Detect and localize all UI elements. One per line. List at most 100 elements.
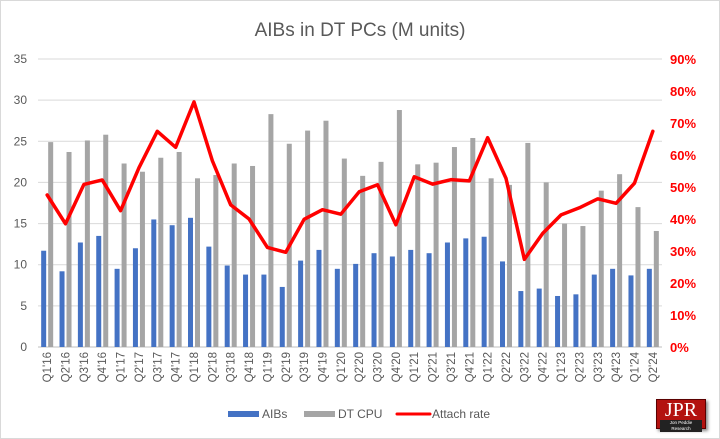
left-tick-label: 10 — [14, 258, 28, 272]
x-axis: Q1'16 Q2'16 Q3'16 Q4'16 Q1'17 Q2'17 Q3'17 Q4'17… — [42, 351, 660, 382]
x-tick-label: Q3'19 — [299, 352, 311, 382]
x-tick-label: Q4'18 — [244, 352, 256, 382]
bar-aibs — [298, 260, 304, 347]
right-tick-label: 80% — [670, 84, 696, 99]
x-tick-label: Q1'16 — [42, 352, 54, 382]
bar-dt-cpu — [231, 163, 237, 347]
bar-aibs — [243, 274, 249, 347]
x-tick-label: Q1'20 — [336, 352, 348, 382]
x-tick-label: Q3'21 — [446, 352, 458, 382]
attach-rate-polyline — [45, 100, 655, 262]
x-tick-label: Q2'22 — [501, 352, 513, 382]
bar-dt-cpu — [635, 207, 641, 347]
logo-text: JPR — [664, 399, 698, 421]
bar-aibs — [646, 268, 652, 347]
right-tick-label: 40% — [670, 212, 696, 227]
bar-dt-cpu — [139, 171, 145, 347]
right-axis: 0% 10% 20% 30% 40% 50% 60% 70% 80% 90% — [670, 52, 696, 355]
x-tick-label: Q1'17 — [116, 352, 128, 382]
bar-aibs — [628, 275, 634, 347]
bar-aibs — [371, 253, 377, 347]
left-tick-label: 20 — [14, 175, 28, 189]
bar-aibs — [59, 271, 65, 347]
bar-dt-cpu — [543, 182, 549, 347]
bar-dt-cpu — [488, 178, 494, 347]
bar-dt-cpu — [360, 175, 366, 347]
bar-aibs — [444, 242, 450, 347]
chart-title: AIBs in DT PCs (M units) — [255, 20, 466, 41]
x-tick-label: Q4'22 — [538, 352, 550, 382]
legend-swatch-dt-cpu — [304, 411, 335, 417]
bars — [41, 110, 659, 347]
bar-dt-cpu — [48, 142, 54, 347]
legend: AIBs DT CPU Attach rate — [228, 407, 490, 421]
bar-dt-cpu — [176, 151, 182, 347]
bar-aibs — [610, 268, 616, 347]
bar-aibs — [77, 242, 83, 347]
bar-dt-cpu — [250, 165, 256, 347]
bar-aibs — [206, 246, 212, 347]
right-tick-label: 10% — [670, 308, 696, 323]
x-tick-label: Q2'19 — [281, 352, 293, 382]
bar-aibs — [114, 268, 120, 347]
jpr-logo: JPR Jon Peddie Research — [656, 399, 706, 432]
bar-dt-cpu — [470, 137, 476, 347]
bar-dt-cpu — [507, 184, 512, 347]
bar-dt-cpu — [580, 226, 586, 347]
legend-label-attach-rate: Attach rate — [432, 407, 490, 421]
x-tick-label: Q4'16 — [97, 352, 109, 382]
right-tick-label: 90% — [670, 52, 696, 67]
bar-aibs — [536, 288, 542, 347]
bar-aibs — [151, 219, 157, 347]
bar-aibs — [96, 235, 102, 347]
bar-dt-cpu — [525, 142, 531, 347]
x-tick-label: Q4'23 — [611, 352, 623, 382]
bar-aibs — [353, 263, 359, 347]
right-tick-label: 20% — [670, 276, 696, 291]
bar-dt-cpu — [341, 158, 347, 347]
bar-dt-cpu — [84, 140, 90, 347]
bar-dt-cpu — [378, 161, 384, 347]
bar-dt-cpu — [598, 190, 604, 347]
x-tick-label: Q3'16 — [79, 352, 91, 382]
bar-dt-cpu — [562, 223, 568, 347]
x-tick-label: Q2'23 — [574, 352, 586, 382]
left-tick-label: 5 — [20, 299, 27, 313]
bar-aibs — [591, 274, 597, 347]
right-tick-label: 60% — [670, 148, 696, 163]
x-tick-label: Q3'22 — [519, 352, 531, 382]
bar-dt-cpu — [268, 114, 274, 347]
bar-aibs — [316, 249, 322, 347]
bar-dt-cpu — [451, 147, 457, 347]
x-tick-label: Q1'21 — [409, 352, 421, 382]
x-tick-label: Q1'22 — [483, 352, 495, 382]
left-tick-label: 0 — [20, 340, 27, 354]
right-tick-label: 0% — [670, 340, 689, 355]
bar-aibs — [408, 249, 414, 347]
x-tick-label: Q1'18 — [189, 352, 201, 382]
bar-aibs — [463, 238, 469, 347]
bar-aibs — [334, 268, 340, 347]
bar-dt-cpu — [433, 162, 439, 347]
bar-dt-cpu — [653, 230, 659, 347]
left-tick-label: 35 — [14, 52, 28, 66]
bar-dt-cpu — [213, 175, 219, 347]
bar-dt-cpu — [396, 110, 402, 347]
bar-aibs — [481, 236, 487, 347]
x-tick-label: Q2'16 — [61, 352, 73, 382]
bar-dt-cpu — [617, 174, 623, 347]
x-tick-label: Q1'19 — [262, 352, 274, 382]
x-tick-label: Q4'21 — [464, 352, 476, 382]
legend-label-dt-cpu: DT CPU — [338, 407, 382, 421]
bar-dt-cpu — [415, 164, 421, 347]
legend-label-aibs: AIBs — [262, 407, 287, 421]
x-tick-label: Q4'19 — [317, 352, 329, 382]
bar-aibs — [188, 217, 193, 347]
x-tick-label: Q1'24 — [629, 351, 641, 382]
bar-aibs — [132, 248, 138, 347]
x-tick-label: Q2'21 — [428, 352, 440, 382]
left-axis: 0 5 10 15 20 25 30 35 — [14, 52, 28, 354]
right-tick-label: 70% — [670, 116, 696, 131]
